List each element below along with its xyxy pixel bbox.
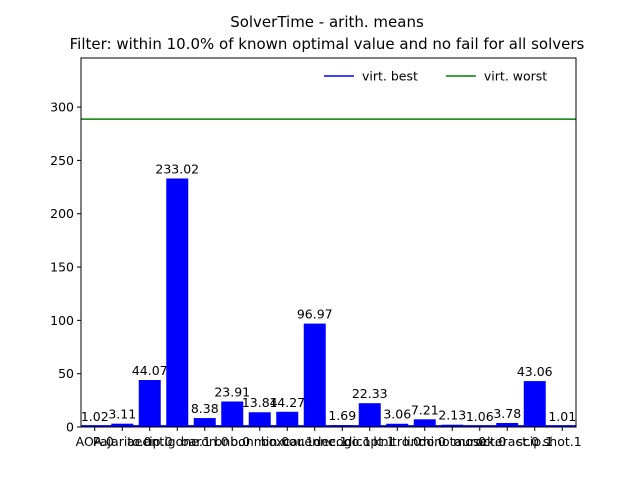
y-tick-label: 50 bbox=[58, 366, 74, 381]
y-tick-label: 300 bbox=[50, 100, 74, 115]
x-tick-label: octeract.0 bbox=[475, 434, 539, 449]
bar bbox=[166, 178, 189, 427]
plot-frame bbox=[80, 57, 577, 428]
x-tick-label: lindo.0 bbox=[404, 434, 446, 449]
x-tick-label: mosek.0 bbox=[453, 434, 506, 449]
x-tick-label: boxcar.1 bbox=[261, 434, 314, 449]
x-tick-label: Pajarito.0 bbox=[93, 434, 152, 449]
value-label: 96.97 bbox=[297, 307, 333, 322]
x-tick-label: bonmin.0 bbox=[230, 434, 289, 449]
value-label: 2.13 bbox=[438, 408, 466, 423]
bar bbox=[138, 380, 161, 427]
bar bbox=[496, 422, 519, 427]
bar bbox=[248, 412, 271, 427]
x-tick-label: couenne.1 bbox=[282, 434, 348, 449]
value-label: 233.02 bbox=[155, 161, 199, 176]
value-label: 3.78 bbox=[493, 406, 521, 421]
y-tick-label: 200 bbox=[50, 206, 74, 221]
x-tick-label: shot.1 bbox=[543, 434, 582, 449]
bar bbox=[413, 419, 436, 427]
value-label: 1.69 bbox=[328, 408, 356, 423]
x-tick-label: aecip.0 bbox=[127, 434, 173, 449]
value-label: 1.06 bbox=[466, 409, 494, 424]
bar bbox=[221, 401, 244, 427]
x-tick-label: bnb.0 bbox=[214, 434, 250, 449]
x-tick-label: knitro.0 bbox=[373, 434, 421, 449]
x-tick-label: baron.0 bbox=[181, 434, 229, 449]
x-tick-label: antigone.1 bbox=[144, 434, 211, 449]
bar bbox=[276, 411, 299, 427]
value-label: 1.02 bbox=[81, 409, 109, 424]
y-tick-label: 100 bbox=[50, 313, 74, 328]
value-label: 14.27 bbox=[269, 395, 305, 410]
value-label: 13.84 bbox=[242, 395, 278, 410]
legend-label: virt. worst bbox=[484, 69, 547, 84]
bar bbox=[523, 381, 546, 427]
y-tick-label: 250 bbox=[50, 153, 74, 168]
value-label: 3.06 bbox=[383, 407, 411, 422]
value-label: 8.38 bbox=[191, 401, 219, 416]
value-label: 43.06 bbox=[517, 364, 553, 379]
bar bbox=[193, 418, 216, 427]
x-tick-label: AOA.0 bbox=[76, 434, 114, 449]
x-tick-label: dicopt.1 bbox=[344, 434, 395, 449]
value-label: 1.01 bbox=[548, 409, 576, 424]
value-label: 23.91 bbox=[214, 385, 250, 400]
legend-label: virt. best bbox=[362, 69, 418, 84]
y-tick-label: 150 bbox=[50, 260, 74, 275]
x-tick-label: scip.1 bbox=[516, 434, 553, 449]
chart-title: SolverTime - arith. means bbox=[230, 13, 424, 31]
x-tick-label: decogo.1 bbox=[314, 434, 371, 449]
y-tick-label: 0 bbox=[66, 420, 74, 435]
bar bbox=[358, 403, 381, 427]
value-label: 3.11 bbox=[108, 407, 136, 422]
bar bbox=[303, 323, 326, 427]
value-label: 22.33 bbox=[352, 386, 388, 401]
value-label: 44.07 bbox=[132, 363, 168, 378]
x-tick-label: minotaur.0 bbox=[418, 434, 486, 449]
value-label: 7.21 bbox=[411, 402, 439, 417]
chart-subtitle: Filter: within 10.0% of known optimal va… bbox=[70, 35, 585, 53]
